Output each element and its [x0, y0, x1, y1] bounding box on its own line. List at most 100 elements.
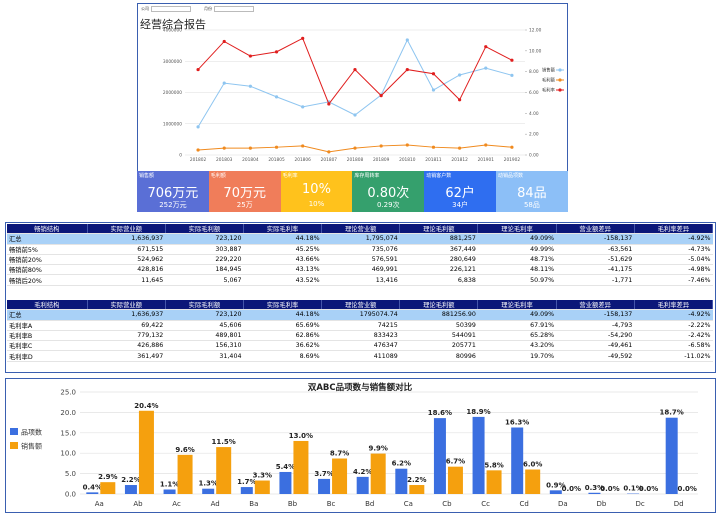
bar [138, 410, 154, 494]
table-cell: 19.70% [477, 350, 557, 362]
x-tick-label: Dd [674, 500, 684, 508]
table-cell: 13,416 [321, 274, 400, 286]
company-filter[interactable]: 公司 [141, 6, 191, 12]
point [196, 67, 200, 72]
table-cell: 723,120 [165, 309, 244, 321]
table-cell: 48.11% [477, 264, 557, 276]
table-cell: 50.97% [477, 274, 557, 286]
x-tick-label: 201808 [347, 157, 364, 163]
y-tick-label: 0.0 [65, 491, 76, 499]
table-cell: -158,137 [556, 233, 635, 245]
table-cell: 毛利率B [7, 330, 88, 342]
bar [100, 482, 116, 494]
table-row: 畅销前5% 671,515 303,887 45.25% 735,076 367,449 4… [7, 244, 713, 255]
table-cell: 205771 [399, 340, 478, 352]
bar [370, 453, 386, 494]
kpi-sub: 10% [308, 200, 325, 208]
y-tick-label: 5.0 [65, 470, 76, 478]
table-cell: 48.71% [477, 254, 557, 266]
table-cell: 50399 [399, 320, 478, 331]
legend-label: 销售额 [21, 442, 42, 451]
header-cell: 毛利率差异 [634, 224, 714, 235]
y2-tick-label: 8.00 [529, 69, 539, 75]
point [405, 143, 409, 147]
point [353, 113, 357, 117]
legend-swatch [10, 428, 18, 435]
kpi-card: 毛利率 10% 10% [280, 171, 353, 212]
table-cell: 45.25% [243, 244, 322, 255]
point [222, 81, 226, 85]
point [222, 146, 226, 150]
value-label: 0.1% [623, 485, 642, 493]
table-row: 毛利率C 426,886 156,310 36.62% 476347 205771 43.2… [7, 340, 713, 352]
table-cell: 11,645 [87, 274, 166, 286]
value-label: 0.0% [639, 485, 658, 493]
table-cell: 303,887 [165, 244, 244, 255]
legend-swatch [10, 442, 18, 449]
bar [279, 471, 292, 494]
table-cell: -4.73% [634, 244, 713, 255]
table-cell: 361,497 [87, 350, 166, 362]
y2-tick-label: 10.00 [529, 48, 542, 54]
bar [511, 427, 524, 494]
table-row: 汇总 1,636,937 723,120 44.18% 1795074.74 881256… [7, 309, 713, 321]
table-cell: 576,591 [321, 254, 400, 266]
table-cell: 5,067 [165, 274, 244, 286]
table-row: 毛利率B 779,132 489,801 62.86% 833423 544091 65.2… [7, 330, 713, 342]
value-label: 0.3% [585, 484, 604, 492]
table-cell: 6,838 [399, 274, 478, 286]
y-tick-label: 25.0 [60, 389, 76, 397]
point [248, 54, 252, 58]
table-cell: 544091 [399, 330, 478, 342]
x-tick-label: Aa [95, 500, 104, 508]
value-label: 11.5% [212, 438, 236, 446]
bar [216, 447, 232, 494]
point [274, 95, 279, 99]
point [484, 45, 488, 49]
kpi-value: 84品 [517, 186, 547, 201]
table-cell: 49.99% [477, 244, 557, 255]
kpi-value: 0.80次 [367, 186, 410, 201]
x-tick-label: 201803 [216, 157, 233, 163]
header-cell: 理论营业额 [321, 300, 401, 311]
legend-label: 销售额 [542, 67, 556, 74]
point [327, 102, 331, 106]
table-cell: 43.66% [243, 254, 322, 266]
table-cell: 367,449 [399, 244, 478, 255]
table-cell: 43.13% [243, 264, 322, 276]
point [484, 143, 488, 147]
point [379, 144, 383, 148]
table-cell: 881256.90 [399, 309, 478, 321]
table-cell: 毛利率C [7, 340, 88, 352]
table-cell: 428,816 [87, 264, 166, 276]
y-tick-label: 20.0 [60, 409, 76, 417]
x-tick-label: 201811 [425, 157, 442, 163]
table-cell: 1795074.74 [321, 309, 400, 321]
point [274, 50, 279, 54]
value-label: 1.7% [237, 478, 256, 486]
x-tick-label: 201804 [242, 157, 259, 163]
table-cell: 汇总 [7, 233, 88, 245]
table-cell: 779,132 [87, 330, 166, 342]
value-label: 9.6% [175, 446, 194, 454]
header-cell: 实际毛利额 [165, 300, 244, 311]
month-filter[interactable]: 月份 [204, 6, 254, 12]
table-cell: 1,795,074 [321, 233, 400, 245]
table-cell: 489,801 [165, 330, 244, 342]
header-cell: 理论毛利额 [399, 300, 479, 311]
x-tick-label: 201810 [399, 157, 416, 163]
y-tick-label: 10.0 [60, 450, 76, 458]
table-cell: 426,886 [87, 340, 166, 352]
table-cell: -51,629 [556, 254, 635, 266]
y-tick-label: 2000000 [163, 90, 182, 96]
table-cell: -4.92% [634, 233, 713, 245]
y2-tick-label: 6.00 [529, 90, 539, 96]
legend-label: 毛利额 [542, 77, 556, 84]
x-tick-label: Ac [172, 500, 181, 508]
table-cell: 411089 [321, 350, 400, 362]
value-label: 4.2% [353, 468, 372, 476]
value-label: 0.0% [677, 485, 696, 493]
value-label: 9.9% [368, 445, 387, 453]
x-tick-label: 201802 [190, 157, 207, 163]
legend-marker [558, 78, 562, 82]
